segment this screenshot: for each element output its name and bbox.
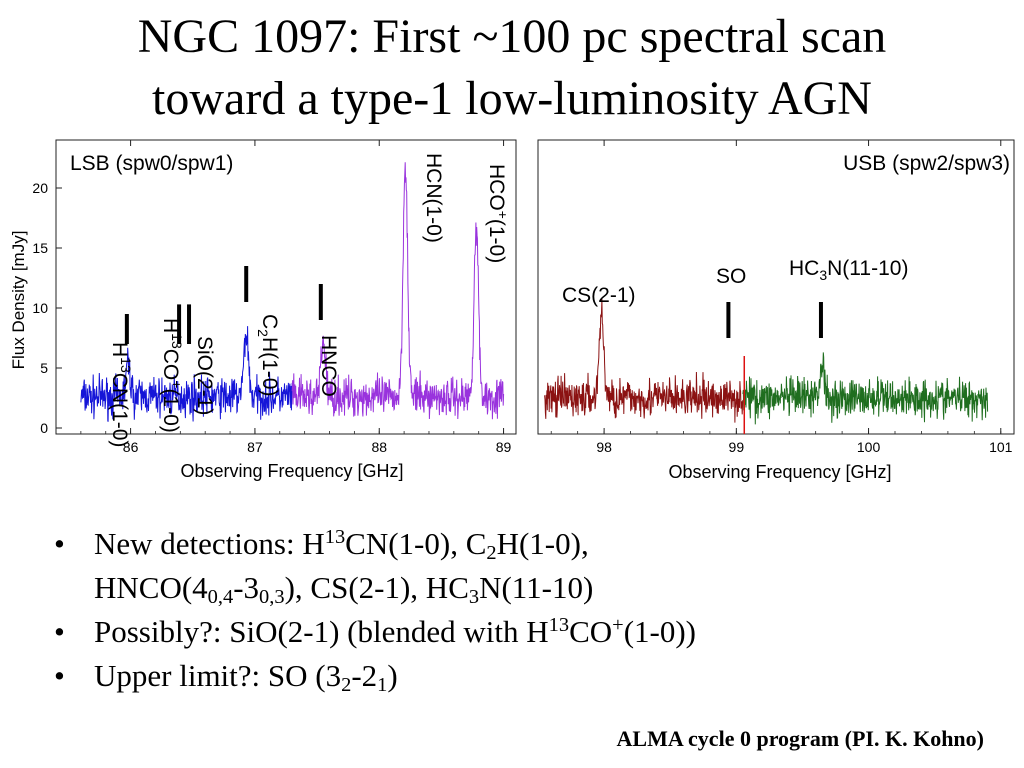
bullet-dot: • bbox=[54, 526, 65, 561]
slide-title: NGC 1097: First ~100 pc spectral scan to… bbox=[0, 6, 1024, 124]
title-line-2: toward a type-1 low-luminosity AGN bbox=[152, 72, 872, 124]
spectrum-series-2 bbox=[742, 352, 989, 425]
usb-x-axis-label: Observing Frequency [GHz] bbox=[668, 462, 891, 482]
x-tick-label: 99 bbox=[729, 439, 745, 455]
bullet-text: New detections: H13CN(1-0), C2H(1-0), bbox=[94, 525, 589, 565]
spectrum-series-1 bbox=[80, 326, 293, 422]
y-axis-label: Flux Density [mJy] bbox=[9, 231, 28, 370]
bullet-upper-limit: • Upper limit?: SO (32-21) bbox=[54, 654, 696, 698]
bullet-text: Upper limit?: SO (32-21) bbox=[94, 658, 398, 697]
spectrum-series-2 bbox=[291, 162, 505, 420]
line-label-h13cn: H13CN(1-0) bbox=[108, 342, 134, 447]
svg-text:HCO+(1-0): HCO+(1-0) bbox=[485, 164, 511, 263]
y-tick-label: 5 bbox=[40, 360, 48, 376]
bullet-dot: • bbox=[54, 614, 65, 649]
bullet-possibly: • Possibly?: SiO(2-1) (blended with H13C… bbox=[54, 610, 696, 654]
x-tick-label: 89 bbox=[496, 439, 512, 455]
svg-text:H13CO+(1-0): H13CO+(1-0) bbox=[159, 318, 185, 433]
spectra-figure: LSB (spw0/spw1) USB (spw2/spw3) Flux Den… bbox=[9, 139, 1015, 482]
x-tick-label: 101 bbox=[989, 439, 1013, 455]
usb-panel-label: USB (spw2/spw3) bbox=[843, 152, 1010, 175]
lsb-panel-label: LSB (spw0/spw1) bbox=[70, 152, 233, 175]
lsb-panel-frame bbox=[55, 139, 517, 435]
line-label-hcn: HCN(1-0) bbox=[422, 153, 445, 243]
bullet-new-detections-cont: HNCO(40,4-30,3), CS(2-1), HC3N(11-10) bbox=[94, 570, 594, 609]
x-tick-label: 100 bbox=[857, 439, 881, 455]
usb-panel-frame bbox=[537, 139, 1015, 435]
x-tick-label: 86 bbox=[123, 439, 139, 455]
line-label-hnco: HNCO bbox=[317, 335, 340, 397]
lsb-x-axis-label: Observing Frequency [GHz] bbox=[180, 461, 403, 481]
spectrum-series-1 bbox=[544, 298, 744, 423]
line-label-so: SO bbox=[716, 265, 746, 288]
y-tick-label: 10 bbox=[32, 300, 48, 316]
y-tick-label: 15 bbox=[32, 240, 48, 256]
bullet-new-detections: • New detections: H13CN(1-0), C2H(1-0), bbox=[54, 522, 696, 566]
program-credit: ALMA cycle 0 program (PI. K. Kohno) bbox=[616, 726, 984, 751]
svg-text:HCN(1-0): HCN(1-0) bbox=[422, 153, 445, 243]
svg-text:C2H(1-0): C2H(1-0) bbox=[255, 314, 281, 396]
y-tick-label: 0 bbox=[40, 420, 48, 436]
chart-marks: 86 87 88 89 0 5 10 15 20 98 99 100 101 bbox=[32, 140, 1013, 455]
line-label-c2h: C2H(1-0) bbox=[255, 314, 281, 396]
line-label-cs: CS(2-1) bbox=[562, 284, 636, 307]
line-label-h13co+: H13CO+(1-0) bbox=[159, 318, 185, 433]
line-label-hco+: HCO+(1-0) bbox=[485, 164, 511, 263]
bullet-dot: • bbox=[54, 658, 65, 693]
x-tick-label: 98 bbox=[596, 439, 612, 455]
svg-text:HNCO: HNCO bbox=[317, 335, 340, 397]
y-tick-label: 20 bbox=[32, 180, 48, 196]
title-line-1: NGC 1097: First ~100 pc spectral scan bbox=[137, 10, 887, 63]
bullet-text: Possibly?: SiO(2-1) (blended with H13CO+… bbox=[94, 613, 696, 649]
x-tick-label: 87 bbox=[247, 439, 263, 455]
svg-text:SiO(2-1): SiO(2-1) bbox=[193, 336, 216, 415]
svg-text:H13CN(1-0): H13CN(1-0) bbox=[108, 342, 134, 447]
x-tick-label: 88 bbox=[371, 439, 387, 455]
bullet-list: • New detections: H13CN(1-0), C2H(1-0), … bbox=[54, 522, 696, 698]
line-label-hc3n: HC3N(11-10) bbox=[789, 257, 908, 283]
line-label-sio: SiO(2-1) bbox=[193, 336, 216, 415]
